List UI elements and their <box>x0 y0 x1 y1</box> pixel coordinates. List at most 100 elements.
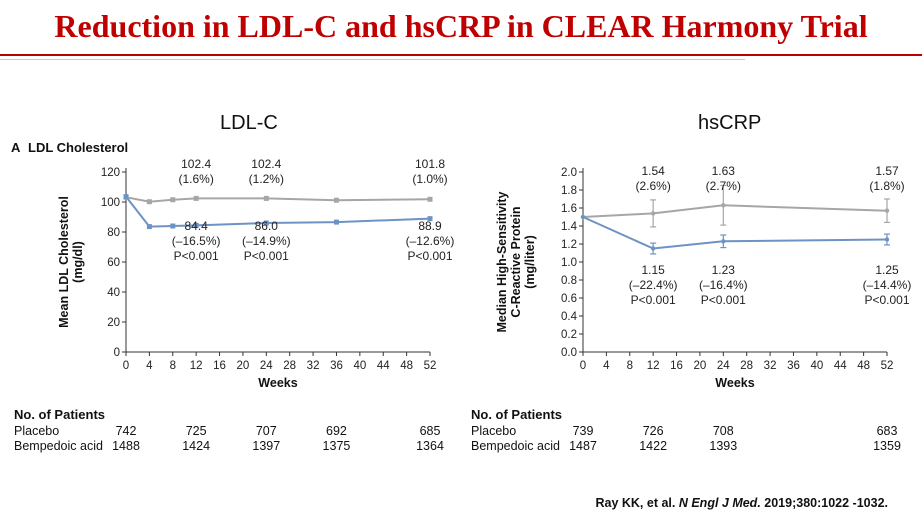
annotation-bempedoic: 1.23 <box>712 263 736 277</box>
annotation-bempedoic: P<0.001 <box>864 293 909 307</box>
annotation-bempedoic: (–12.6%) <box>406 234 455 248</box>
patients-row: Bempedoic acid 1487 1422 1393 1359 <box>471 439 911 454</box>
annotation-placebo: 1.57 <box>875 164 899 178</box>
data-point <box>427 196 433 202</box>
patients-header: No. of Patients <box>14 407 106 422</box>
citation: Ray KK, et al. N Engl J Med. 2019;380:10… <box>595 496 888 510</box>
y-tick-label: 0.0 <box>561 347 577 359</box>
annotation-placebo: 102.4 <box>251 157 281 171</box>
x-tick-label: 16 <box>213 360 226 372</box>
y-tick-label: 40 <box>107 287 120 299</box>
data-point <box>580 214 586 220</box>
patients-count: 692 <box>326 424 347 438</box>
patients-count: 708 <box>712 424 734 438</box>
y-tick-label: 0.6 <box>561 293 577 305</box>
patients-count: 1424 <box>182 439 211 453</box>
x-tick-label: 24 <box>260 360 273 372</box>
y-tick-label: 120 <box>101 167 120 179</box>
y-tick-label: 100 <box>101 197 120 209</box>
y-tick-label: 60 <box>107 257 120 269</box>
y-tick-label: 80 <box>107 227 120 239</box>
patients-count: 726 <box>642 424 664 438</box>
y-tick-label: 0.2 <box>561 329 577 341</box>
hscrp-patients-table: No. of Patients Placebo 739 726 708 683 Bemped… <box>471 407 911 454</box>
data-point <box>146 199 152 205</box>
x-axis-label: Weeks <box>258 376 297 390</box>
x-tick-label: 44 <box>377 360 390 372</box>
chart-panel-label: A <box>11 140 21 155</box>
data-point <box>123 194 129 200</box>
x-tick-label: 4 <box>603 360 610 372</box>
y-axis-label-group: Mean LDL Cholesterol (mg/dl) <box>57 196 85 328</box>
x-tick-label: 16 <box>670 360 683 372</box>
patients-count: 739 <box>572 424 594 438</box>
annotation-placebo: 1.63 <box>712 164 736 178</box>
annotation-placebo: (1.8%) <box>869 179 904 193</box>
x-tick-label: 32 <box>307 360 320 372</box>
patients-count: 685 <box>419 424 441 438</box>
annotation-placebo: (1.6%) <box>178 172 213 186</box>
y-tick-label: 1.8 <box>561 185 577 197</box>
slide-title: Reduction in LDL-C and hsCRP in CLEAR Ha… <box>54 8 868 44</box>
series-line-bempedoic <box>582 216 888 250</box>
y-tick-label: 2.0 <box>561 167 577 179</box>
annotation-placebo: (1.2%) <box>249 172 284 186</box>
patients-count: 725 <box>185 424 207 438</box>
x-tick-label: 36 <box>330 360 343 372</box>
annotation-bempedoic: P<0.001 <box>631 293 676 307</box>
annotation-bempedoic: (–16.4%) <box>699 278 748 292</box>
annotation-bempedoic: P<0.001 <box>174 249 219 263</box>
x-tick-label: 0 <box>123 360 129 372</box>
data-point <box>170 197 176 203</box>
x-tick-label: 52 <box>424 360 437 372</box>
chart-title: LDL Cholesterol <box>28 140 128 155</box>
annotation-bempedoic: P<0.001 <box>244 249 289 263</box>
patients-row: Placebo 739 726 708 683 <box>471 424 911 439</box>
y-axis-label-group: Median High-Sensitivity C-Reactive Protei… <box>495 191 537 332</box>
x-tick-label: 52 <box>881 360 894 372</box>
patients-count: 1393 <box>709 439 738 453</box>
x-axis-label: Weeks <box>715 376 754 390</box>
patients-count: 1364 <box>416 439 444 453</box>
patients-count: 742 <box>115 424 137 438</box>
ldl-patients-table: No. of Patients Placebo 742 725 707 692 685 Bem… <box>14 407 454 454</box>
data-point <box>193 222 199 228</box>
citation-authors: Ray KK, et al. <box>595 496 676 510</box>
patients-count: 707 <box>255 424 277 438</box>
x-tick-label: 48 <box>857 360 870 372</box>
data-point <box>333 219 339 225</box>
annotation-placebo: 1.54 <box>641 164 665 178</box>
y-axis-label: Mean LDL Cholesterol <box>57 196 71 328</box>
annotation-bempedoic: (–22.4%) <box>629 278 678 292</box>
annotation-bempedoic: 86.0 <box>255 219 279 233</box>
x-tick-label: 20 <box>237 360 250 372</box>
citation-journal: N Engl J Med. <box>678 496 761 510</box>
patients-count: 1375 <box>322 439 351 453</box>
annotation-placebo: (1.0%) <box>412 172 447 186</box>
x-tick-label: 28 <box>740 360 753 372</box>
hscrp-panel-heading: hsCRP <box>698 112 762 134</box>
x-tick-label: 36 <box>787 360 800 372</box>
data-point <box>193 195 199 201</box>
data-point <box>263 195 269 201</box>
x-tick-label: 40 <box>810 360 823 372</box>
hscrp-chart: 0.00.20.40.60.81.01.21.41.61.82.00 4 8 12 16… <box>495 164 911 390</box>
annotation-bempedoic: 88.9 <box>418 219 442 233</box>
title-underline-thin <box>0 59 745 60</box>
x-tick-label: 0 <box>580 360 586 372</box>
y-tick-label: 0.4 <box>561 311 578 323</box>
x-tick-label: 8 <box>627 360 633 372</box>
patients-count: 1397 <box>252 439 281 453</box>
data-point <box>427 216 433 222</box>
patients-count: 1422 <box>639 439 668 453</box>
patients-row-label: Placebo <box>14 424 60 438</box>
x-tick-label: 28 <box>283 360 296 372</box>
title-underline <box>0 54 922 56</box>
y-axis-label: (mg/liter) <box>523 235 537 288</box>
annotation-placebo: 101.8 <box>415 157 445 171</box>
patients-header: No. of Patients <box>471 407 563 422</box>
annotation-bempedoic: 1.15 <box>641 263 665 277</box>
data-point <box>884 237 890 242</box>
annotation-bempedoic: P<0.001 <box>701 293 746 307</box>
